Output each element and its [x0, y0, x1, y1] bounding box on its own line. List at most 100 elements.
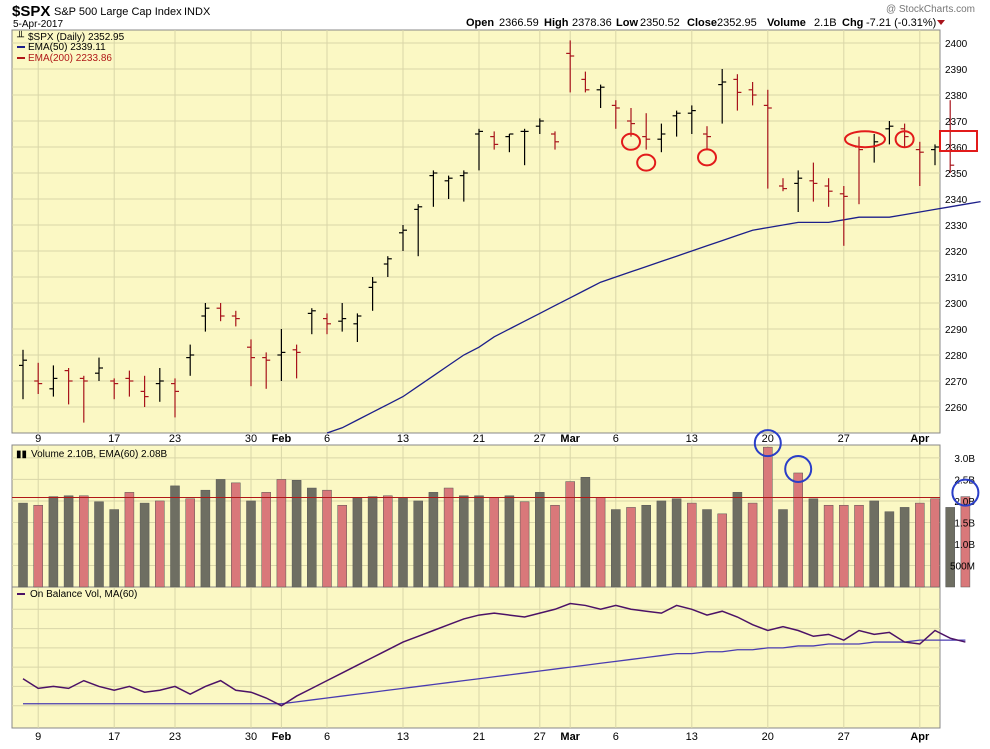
x-tick-label: 27 — [838, 731, 850, 743]
volume-bar — [443, 487, 454, 588]
volume-bar — [79, 495, 89, 588]
price-legend: ╨ $SPX (Daily) 2352.95 EMA(50) 2339.11 E… — [16, 30, 125, 64]
volume-bar — [732, 492, 743, 588]
volume-legend: ▮▮ Volume 2.10B, EMA(60) 2.08B — [16, 449, 168, 460]
x-tick-label: 23 — [169, 433, 181, 445]
volume-bar — [215, 479, 226, 588]
obv-legend-text: On Balance Vol, MA(60) — [30, 589, 137, 600]
volume-bar — [291, 480, 302, 588]
volume-bar — [535, 492, 545, 588]
volume-tick-label: 1.0B — [954, 540, 975, 551]
volume-bar — [367, 496, 378, 588]
volume-bar — [580, 477, 591, 588]
volume-highlight-circle — [784, 454, 813, 483]
volume-bar — [960, 496, 971, 588]
volume-bar — [246, 500, 256, 588]
price-tick-label: 2260 — [945, 403, 968, 414]
highlight-ellipse — [636, 153, 657, 172]
chg-label: Chg — [842, 17, 863, 29]
x-tick-label: 6 — [324, 731, 330, 743]
volume-bar — [459, 495, 469, 588]
volume-value: 2.1B — [814, 17, 837, 29]
volume-label: Volume — [767, 17, 806, 29]
index-name-text: S&P 500 Large Cap Index — [54, 6, 182, 18]
volume-bar — [109, 509, 119, 588]
price-tick-label: 2290 — [945, 325, 968, 336]
close-label: Close — [687, 17, 717, 29]
volume-bar — [155, 500, 165, 588]
highlight-ellipse — [697, 148, 717, 167]
volume-tick-label: 3.0B — [954, 454, 975, 465]
x-tick-label: 17 — [108, 433, 120, 445]
volume-bar — [702, 509, 712, 588]
obv-line — [22, 602, 966, 707]
volume-bar — [170, 485, 180, 588]
x-tick-label: 6 — [613, 433, 619, 445]
price-tick-label: 2280 — [945, 351, 968, 362]
open-label: Open — [466, 17, 494, 29]
x-tick-label: 17 — [108, 731, 120, 743]
high-value: 2378.36 — [572, 17, 612, 29]
volume-bar — [899, 507, 910, 588]
chg-value: -7.21 (-0.31%) — [866, 17, 936, 29]
x-tick-label: Feb — [272, 731, 292, 743]
x-tick-label: 13 — [686, 731, 698, 743]
x-tick-label: 21 — [473, 433, 485, 445]
highlight-ellipse — [621, 132, 641, 151]
volume-bar — [945, 507, 955, 588]
x-tick-label: 6 — [324, 433, 330, 445]
volume-bar — [337, 504, 347, 588]
volume-bar — [656, 500, 667, 588]
volume-bar — [611, 509, 621, 588]
volume-bar — [565, 481, 575, 588]
symbol-text: $SPX — [12, 3, 50, 20]
volume-bars — [18, 446, 971, 588]
volume-bar — [671, 498, 682, 588]
low-label: Low — [616, 17, 638, 29]
volume-bar — [48, 496, 59, 588]
ema50-legend-text: EMA(50) 2339.11 — [28, 42, 106, 53]
volume-bar — [778, 509, 788, 588]
x-tick-label: 6 — [613, 731, 619, 743]
volume-bar — [641, 504, 651, 588]
highlight-ellipse — [894, 130, 915, 149]
x-tick-label: 20 — [762, 731, 774, 743]
x-tick-label: 27 — [534, 731, 546, 743]
volume-bar — [763, 446, 773, 588]
volume-bar — [352, 497, 363, 588]
volume-bar — [930, 498, 940, 588]
volume-tick-label: 2.0B — [954, 497, 975, 508]
x-tick-label: 30 — [245, 731, 257, 743]
exchange-text: INDX — [184, 6, 211, 18]
price-panel — [11, 29, 941, 434]
x-tick-label: 13 — [397, 731, 409, 743]
volume-bar — [854, 504, 864, 588]
volume-bar — [307, 487, 317, 588]
price-tick-label: 2360 — [945, 143, 968, 154]
volume-bar — [595, 497, 606, 588]
x-tick-label: Apr — [910, 731, 930, 743]
volume-highlight-circle — [753, 429, 782, 458]
x-tick-label: 27 — [838, 433, 850, 445]
annotations — [621, 130, 980, 507]
volume-bar — [550, 504, 560, 588]
volume-bar — [823, 504, 834, 588]
volume-bar — [915, 502, 925, 588]
price-legend-icon: ╨ — [16, 30, 25, 43]
volume-bar — [869, 500, 879, 588]
volume-bar — [231, 482, 241, 588]
volume-bar — [383, 495, 393, 588]
volume-bar — [94, 501, 104, 588]
price-axis: 2260 2270 2280 2290 2300 2310 2320 2330 2340 2350… — [945, 39, 968, 414]
x-tick-label: Mar — [560, 731, 580, 743]
x-axis-bottom: 9 17 23 30 Feb 6 13 21 27 Mar 6 13 20 27 Apr — [35, 731, 930, 743]
x-tick-label: 23 — [169, 731, 181, 743]
volume-bar — [884, 511, 895, 588]
volume-bar — [747, 502, 758, 588]
volume-bar — [261, 492, 271, 588]
ema50-line — [326, 200, 981, 434]
volume-bar — [139, 502, 150, 588]
volume-bar — [793, 472, 803, 588]
x-tick-label: Feb — [272, 433, 292, 445]
